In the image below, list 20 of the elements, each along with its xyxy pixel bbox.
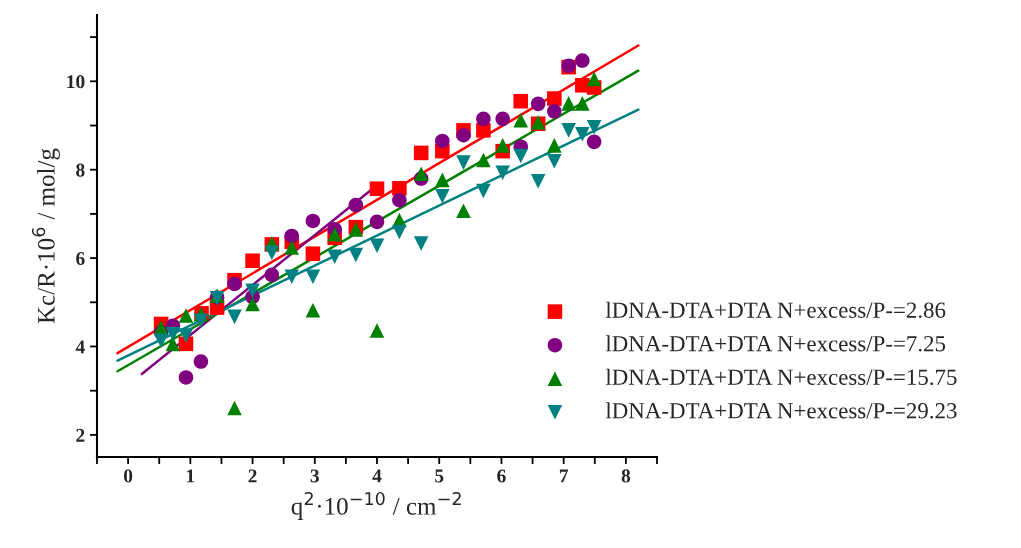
y-tick-label: 10 — [67, 75, 85, 89]
y-tick-label: 8 — [76, 163, 85, 177]
legend-label: lDNA-DTA+DTA N+excess/P-=2.86 — [605, 301, 946, 318]
x-tick-label: 8 — [621, 469, 631, 483]
x-tick-label: 2 — [248, 469, 257, 483]
x-axis-title: q$^{2}$·10$^{−10}$ / cm$^{−2}$ — [291, 491, 461, 520]
x-tick-label: 6 — [497, 469, 506, 483]
legend-label: lDNA-DTA+DTA N+excess/P-=29.23 — [605, 402, 957, 419]
x-tick-label: 3 — [310, 469, 319, 483]
y-tick-label: 6 — [76, 251, 85, 266]
y-axis-title: Kc/R·10$^{6}$ / mol/g — [31, 148, 60, 324]
x-tick-label: 1 — [187, 469, 195, 483]
y-tick-label: 4 — [75, 340, 85, 354]
x-tick-label: 0 — [123, 469, 133, 483]
legend-label: lDNA-DTA+DTA N+excess/P-=15.75 — [605, 368, 957, 386]
y-tick-label: 2 — [76, 428, 85, 442]
x-tick-label: 7 — [559, 469, 569, 483]
x-tick-label: 5 — [435, 469, 444, 483]
x-tick-label: 4 — [372, 469, 382, 483]
legend-label: lDNA-DTA+DTA N+excess/P-=7.25 — [605, 335, 946, 352]
